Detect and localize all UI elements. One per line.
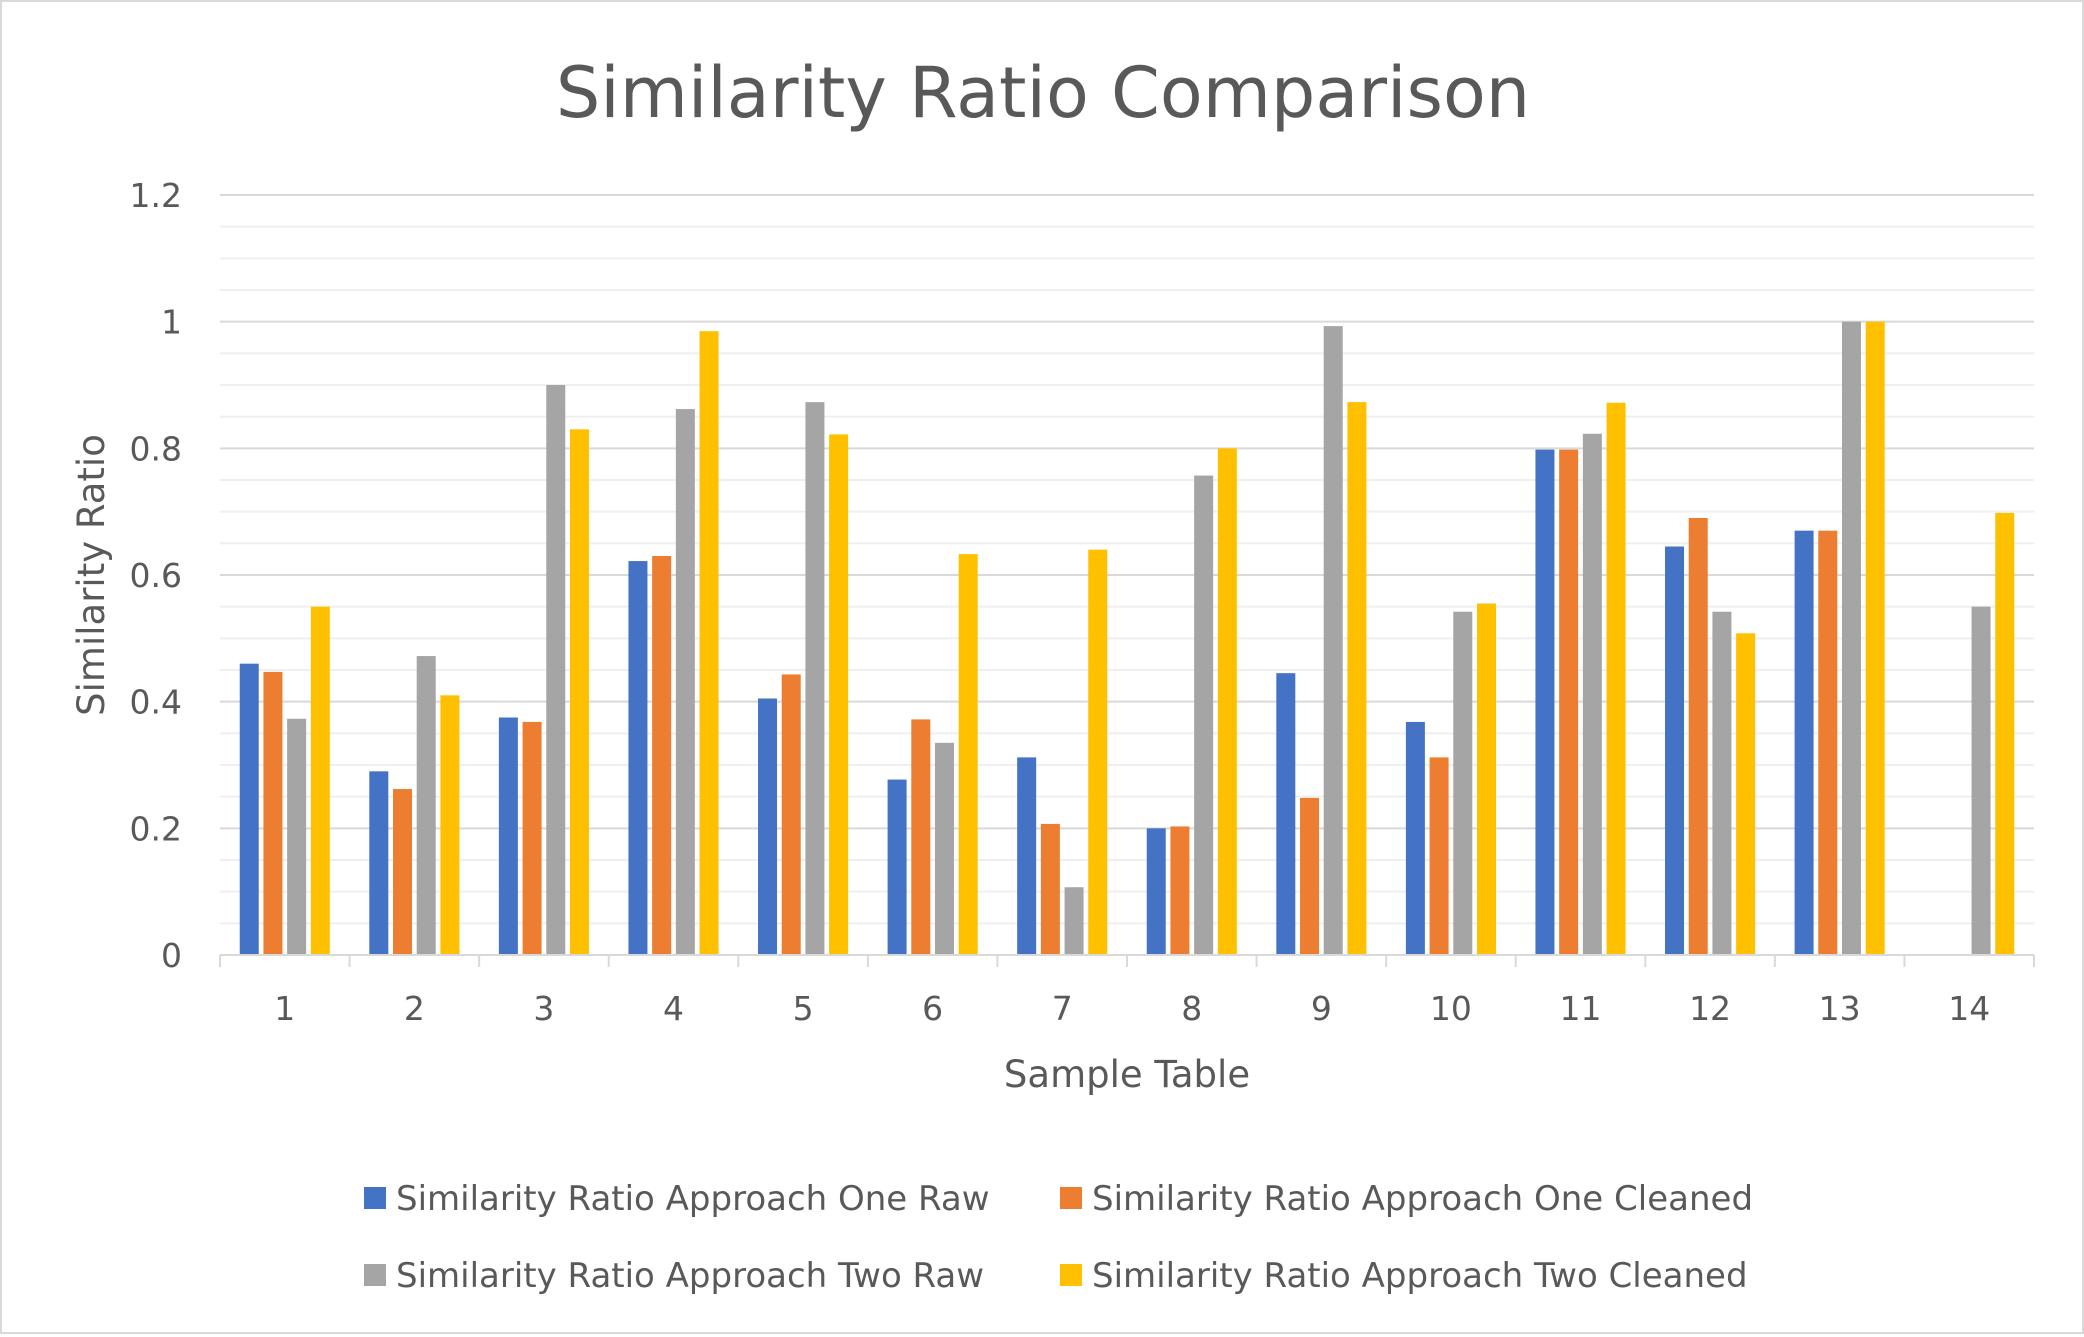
bar (1995, 512, 2015, 955)
bar (652, 556, 672, 955)
y-tick-label: 1 (161, 303, 182, 342)
bar (829, 434, 849, 955)
bar (310, 606, 330, 955)
bar (934, 742, 954, 955)
x-tick-label: 13 (1819, 989, 1861, 1028)
bar (1323, 326, 1343, 956)
bar (1276, 673, 1296, 955)
bar (1064, 887, 1084, 955)
gridlines (220, 194, 2034, 925)
legend-item: Similarity Ratio Approach One Raw (364, 1179, 990, 1219)
bar (1688, 518, 1708, 955)
y-tick-label: 0.8 (130, 429, 182, 468)
y-tick-label: 1.2 (130, 176, 182, 215)
bar (546, 385, 566, 955)
bar (1535, 449, 1555, 955)
bar (1606, 402, 1626, 955)
bar (1017, 757, 1037, 955)
bar (1582, 433, 1602, 955)
y-tick-label: 0.4 (130, 683, 182, 722)
legend-swatch (364, 1187, 386, 1209)
bar (1453, 611, 1473, 955)
x-tick-label: 9 (1311, 989, 1332, 1028)
bar (1146, 828, 1166, 955)
bar (498, 717, 518, 955)
bar (1841, 321, 1861, 956)
x-tick-label: 10 (1430, 989, 1472, 1028)
bar (1194, 475, 1214, 955)
x-tick-label: 5 (793, 989, 814, 1028)
bar (1040, 823, 1060, 955)
bar (1217, 448, 1237, 955)
bar (522, 721, 542, 955)
legend-label: Similarity Ratio Approach Two Cleaned (1092, 1256, 1748, 1296)
bar (440, 695, 460, 955)
legend-swatch (1060, 1264, 1082, 1286)
bar (628, 561, 648, 955)
bar (416, 656, 436, 955)
bar (239, 663, 259, 955)
bar (1088, 549, 1108, 955)
x-tick-label: 3 (533, 989, 554, 1028)
bar (1476, 603, 1496, 955)
bar (911, 719, 931, 955)
bar (1665, 546, 1685, 955)
legend-label: Similarity Ratio Approach Two Raw (396, 1256, 984, 1296)
bar (369, 771, 389, 955)
x-tick-label: 1 (274, 989, 295, 1028)
bar (1429, 757, 1449, 955)
x-tick-label: 7 (1052, 989, 1073, 1028)
bar (758, 698, 778, 955)
y-tick-label: 0 (161, 936, 182, 975)
bar (1818, 530, 1838, 955)
bars (239, 321, 2015, 956)
legend-swatch (364, 1264, 386, 1286)
bar (958, 554, 978, 955)
bar (1794, 530, 1814, 955)
bar (1300, 797, 1320, 955)
bar (393, 789, 413, 955)
bar (1736, 633, 1756, 955)
x-tick-label: 12 (1689, 989, 1731, 1028)
legend-swatch (1060, 1187, 1082, 1209)
y-tick-label: 0.6 (130, 556, 182, 595)
bar (887, 779, 907, 955)
y-axis-title: Similarity Ratio (70, 434, 113, 716)
legend-item: Similarity Ratio Approach Two Cleaned (1060, 1256, 1748, 1296)
legend-label: Similarity Ratio Approach One Cleaned (1092, 1179, 1753, 1219)
bar (805, 402, 825, 956)
bar (781, 674, 801, 955)
legend-label: Similarity Ratio Approach One Raw (396, 1179, 990, 1219)
bar (287, 718, 307, 955)
x-tick-label: 14 (1948, 989, 1990, 1028)
x-tick-label: 11 (1560, 989, 1602, 1028)
bar (1170, 826, 1190, 955)
chart-title: Similarity Ratio Comparison (556, 52, 1530, 134)
y-tick-label: 0.2 (130, 809, 182, 848)
legend: Similarity Ratio Approach One Raw Similar… (364, 1179, 1753, 1296)
bar (699, 331, 719, 956)
bar (263, 671, 283, 955)
x-tick-label: 2 (404, 989, 425, 1028)
bar (1405, 721, 1425, 955)
bar (1865, 321, 1885, 956)
bar (569, 429, 589, 955)
bar (1712, 611, 1732, 955)
x-axis: 1 2 3 4 5 6 7 8 9 10 11 12 13 14 (219, 954, 2035, 1028)
legend-item: Similarity Ratio Approach One Cleaned (1060, 1179, 1753, 1219)
x-tick-label: 8 (1181, 989, 1202, 1028)
x-tick-label: 4 (663, 989, 684, 1028)
x-axis-title: Sample Table (1004, 1053, 1250, 1096)
bar (1971, 606, 1991, 955)
y-axis-ticks: 0 0.2 0.4 0.6 0.8 1 1.2 (130, 176, 182, 975)
bar (1559, 449, 1579, 955)
bar (675, 409, 695, 956)
bar (1347, 402, 1367, 956)
x-tick-label: 6 (922, 989, 943, 1028)
legend-item: Similarity Ratio Approach Two Raw (364, 1256, 984, 1296)
